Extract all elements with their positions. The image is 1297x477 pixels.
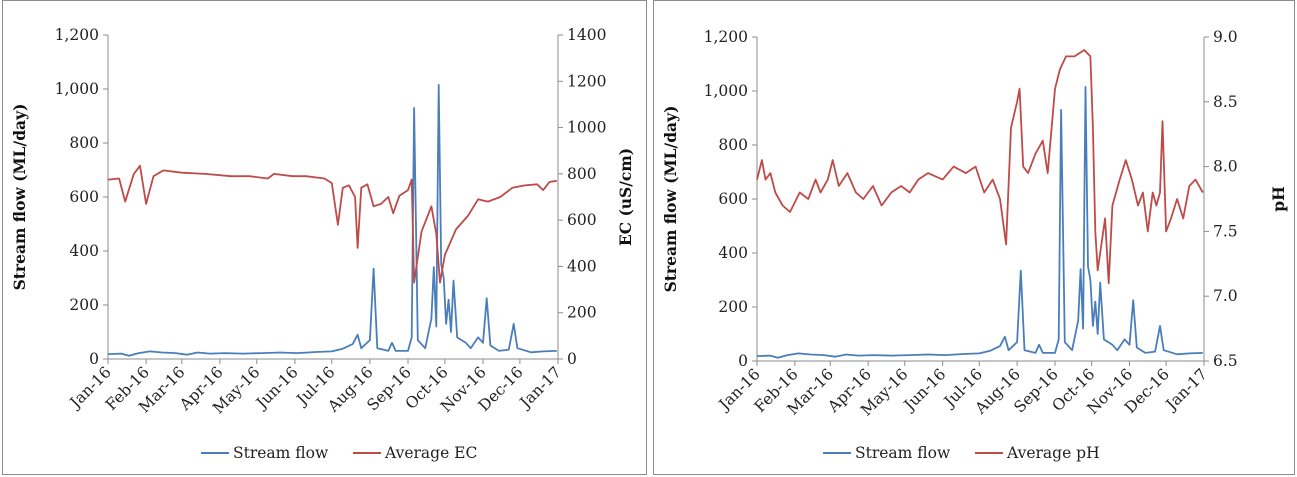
y-axis-title: Stream flow (ML/day) [661, 106, 680, 293]
y-tick-label: 0 [738, 352, 748, 370]
legend-label-quality: Average pH [1006, 444, 1100, 462]
chart-panel-ec: 0 200 400 600 800 1,000 1,200 0 200 400 600 800 1000… [2, 0, 647, 475]
series-line-average-ec [107, 164, 557, 284]
y-tick-label: 1,200 [704, 28, 748, 46]
y2-tick-label: 6.5 [1213, 352, 1238, 370]
chart-panel-ph: 0 200 400 600 800 1,000 1,200 6.5 7.0 7.5 8.0 8.5 9.… [653, 0, 1295, 475]
x-tick-label: Jan-17 [515, 363, 565, 413]
y2-tick-label: 0 [567, 350, 577, 368]
x-tick-label: Jun-16 [899, 365, 949, 415]
y2-tick-label: 9.0 [1213, 28, 1238, 46]
y2-tick-label: 800 [567, 165, 597, 183]
legend-label-quality: Average EC [384, 444, 477, 462]
y2-tick-label: 8.0 [1213, 158, 1238, 176]
y-tick-label: 600 [718, 190, 748, 208]
y-tick-label: 600 [69, 188, 99, 206]
series-line-stream-flow [756, 86, 1203, 359]
y2-axis-title: EC (uS/cm) [616, 148, 635, 246]
y-tick-label: 400 [69, 242, 99, 260]
y2-tick-label: 7.5 [1213, 222, 1238, 240]
y2-tick-label: 600 [567, 211, 597, 229]
legend-label-flow: Stream flow [855, 444, 951, 462]
y2-tick-label: 8.5 [1213, 93, 1238, 111]
y-tick-label: 800 [718, 136, 748, 154]
y2-tick-label: 1200 [567, 72, 606, 90]
y-tick-label: 1,200 [55, 26, 99, 44]
chart-ph: 0 200 400 600 800 1,000 1,200 6.5 7.0 7.5 8.0 8.5 9.… [661, 28, 1288, 462]
x-tick-label: Jan-17 [1161, 365, 1211, 415]
chart-ec: 0 200 400 600 800 1,000 1,200 0 200 400 600 800 1000… [10, 26, 635, 462]
y2-tick-label: 1400 [567, 26, 606, 44]
series-line-average-ph [756, 49, 1204, 285]
y-tick-label: 200 [718, 298, 748, 316]
y2-tick-label: 200 [567, 304, 597, 322]
y-axis-title: Stream flow (ML/day) [10, 104, 29, 291]
series-line-stream-flow [107, 84, 557, 357]
y2-tick-label: 1000 [567, 119, 606, 137]
y2-tick-label: 7.0 [1213, 287, 1238, 305]
y-tick-label: 800 [69, 134, 99, 152]
y-tick-label: 200 [69, 296, 99, 314]
y2-axis-title: pH [1269, 186, 1288, 211]
legend-label-flow: Stream flow [233, 444, 329, 462]
y-tick-label: 1,000 [55, 80, 99, 98]
y2-tick-label: 400 [567, 257, 597, 275]
y-tick-label: 400 [718, 244, 748, 262]
y-tick-label: 0 [89, 350, 99, 368]
x-tick-label: Jun-16 [251, 363, 301, 413]
y-tick-label: 1,000 [704, 82, 748, 100]
